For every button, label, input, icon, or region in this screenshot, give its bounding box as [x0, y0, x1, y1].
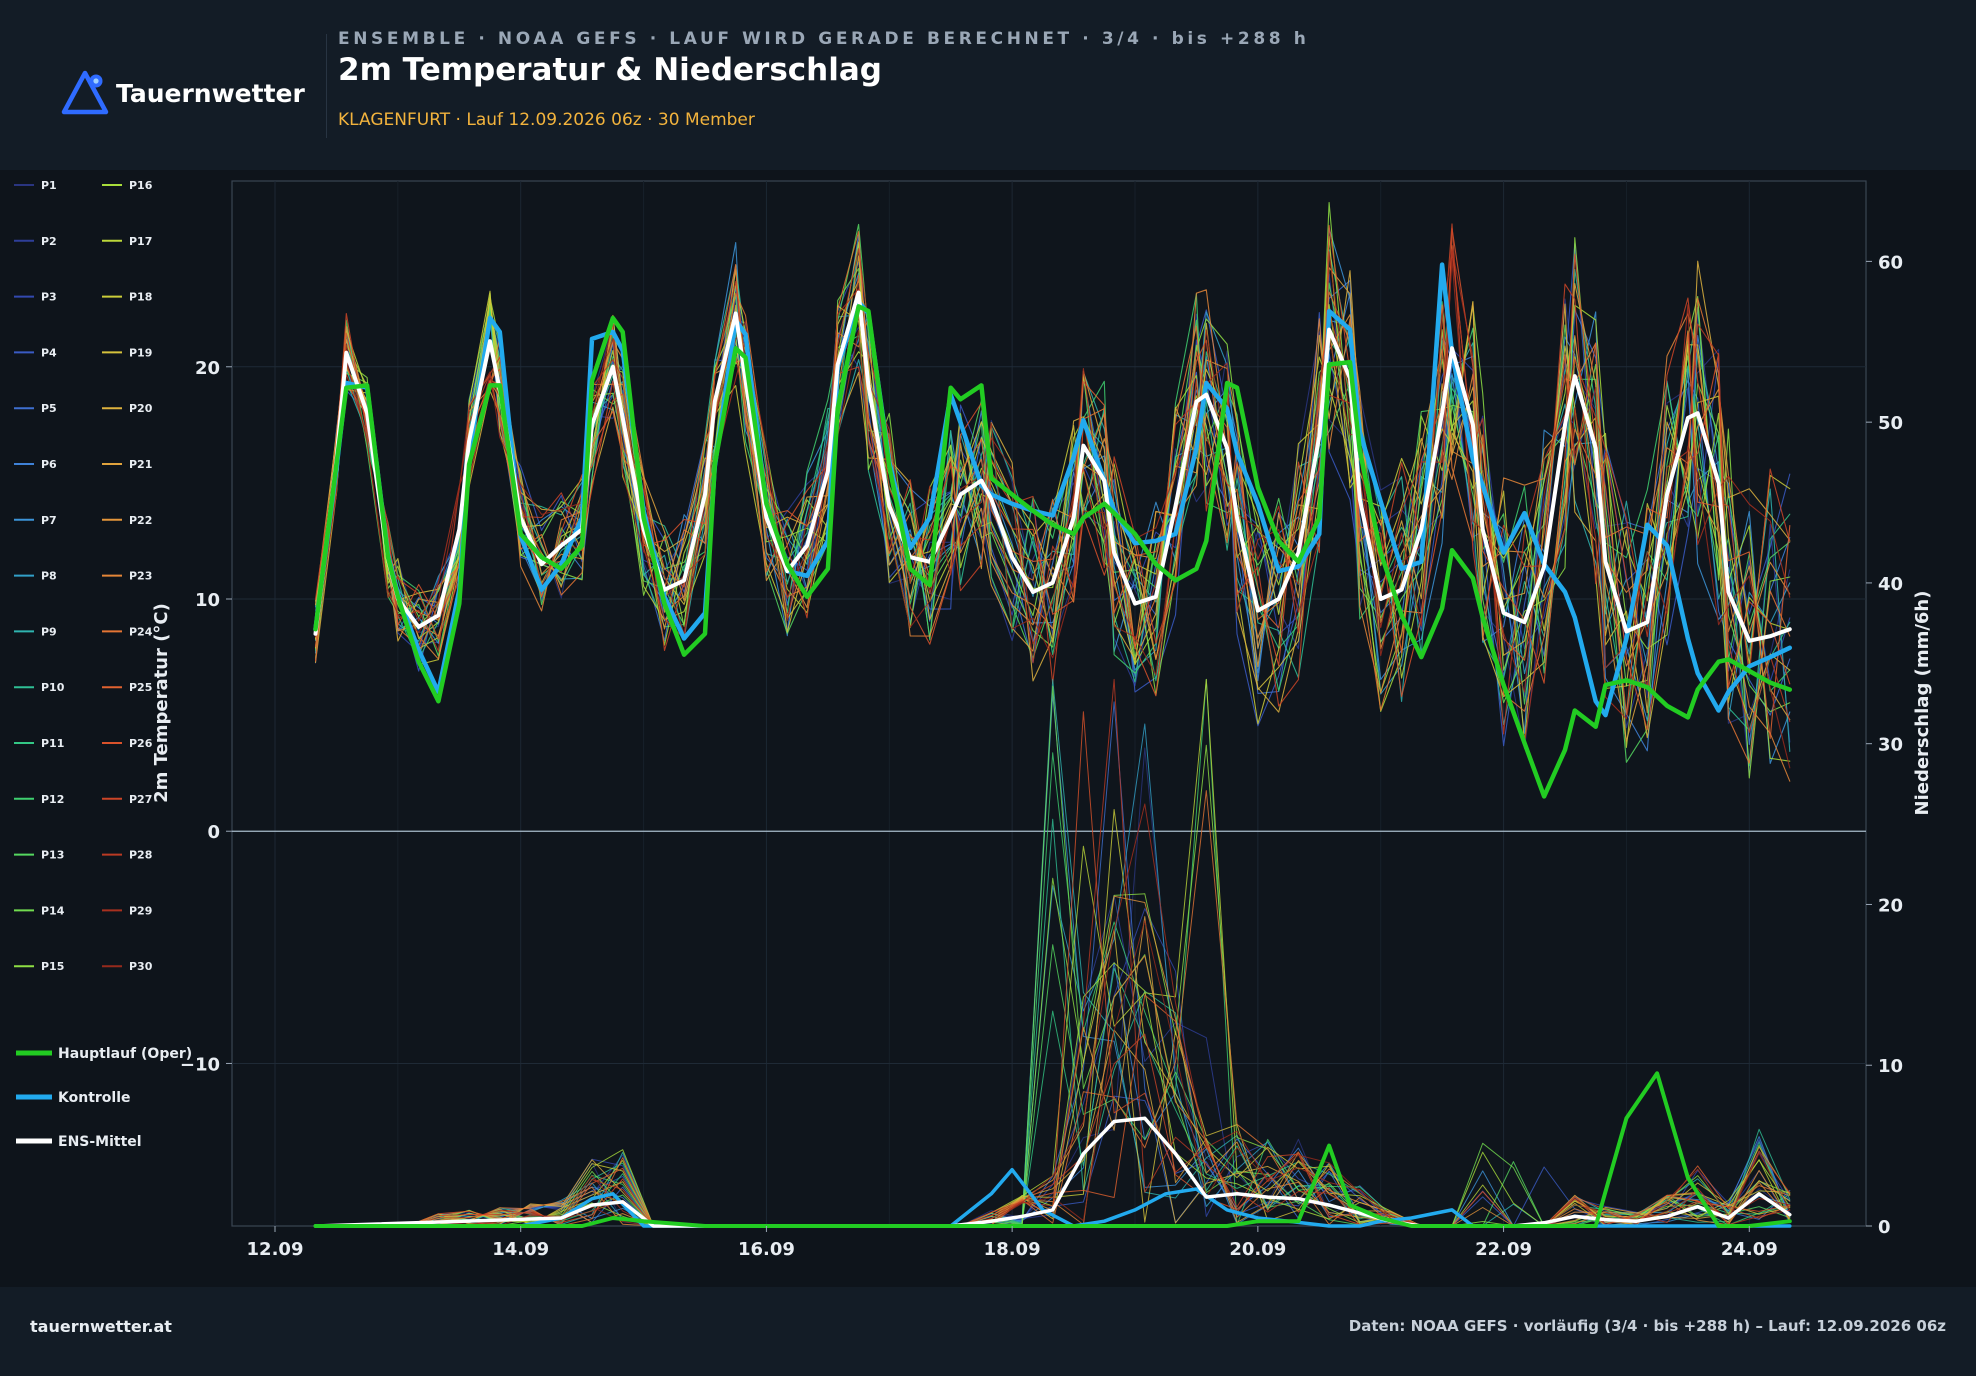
y-right-tick-label: 0	[1878, 1217, 1891, 1238]
legend-label-p12: P12	[41, 793, 64, 806]
legend-label-p26: P26	[129, 737, 153, 750]
member-temp-line-p8	[314, 311, 1791, 721]
legend-label-p2: P2	[41, 235, 57, 248]
legend-label-p15: P15	[41, 960, 64, 973]
run-status-kicker: ENSEMBLE · NOAA GEFS · LAUF WIRD GERADE …	[338, 29, 1310, 49]
legend-label-p1: P1	[41, 179, 57, 192]
oper-precip-line	[313, 1071, 1792, 1228]
legend-label-p21: P21	[129, 458, 152, 471]
mean-temp-line	[313, 290, 1792, 643]
y-right-tick-label: 30	[1878, 735, 1903, 756]
legend-label-p8: P8	[41, 570, 57, 583]
legend-label-p7: P7	[41, 514, 57, 527]
legend-label-mean: ENS-Mittel	[58, 1134, 142, 1150]
member-temp-line-p24	[314, 230, 1791, 764]
legend-label-p10: P10	[41, 681, 65, 694]
x-tick-label: 20.09	[1229, 1239, 1286, 1260]
legend-label-p17: P17	[129, 235, 152, 248]
x-tick-label: 24.09	[1721, 1239, 1778, 1260]
page-title: 2m Temperatur & Niederschlag	[338, 52, 882, 88]
header-divider	[326, 34, 327, 138]
legend-label-p6: P6	[41, 458, 57, 471]
legend-label-oper: Hauptlauf (Oper)	[58, 1046, 192, 1062]
x-tick-label: 22.09	[1475, 1239, 1532, 1260]
oper-temp-line	[313, 304, 1793, 799]
legend-label-p30: P30	[129, 960, 153, 973]
brand-name: Tauernwetter	[116, 78, 305, 108]
y-right-tick-label: 20	[1878, 895, 1903, 916]
legend-label-p29: P29	[129, 904, 152, 917]
x-tick-label: 12.09	[247, 1239, 304, 1260]
mountain-icon	[61, 70, 109, 115]
footer-source: Daten: NOAA GEFS · vorläufig (3/4 · bis …	[1348, 1317, 1946, 1335]
legend-label-p28: P28	[129, 849, 152, 862]
legend-label-p23: P23	[129, 570, 152, 583]
brand-logo[interactable]: Tauernwetter	[60, 68, 305, 118]
legend-label-p13: P13	[41, 849, 64, 862]
legend-label-p24: P24	[129, 625, 153, 638]
member-temp-line-p29	[314, 248, 1791, 744]
legend-label-p14: P14	[41, 904, 65, 917]
location-subtitle: KLAGENFURT · Lauf 12.09.2026 06z · 30 Me…	[338, 110, 755, 130]
legend-label-p16: P16	[129, 179, 153, 192]
member-temp-line-p16	[314, 296, 1791, 762]
y-left-tick-label: 0	[207, 822, 220, 843]
legend-label-p18: P18	[129, 291, 152, 304]
y-left-tick-label: 20	[195, 358, 220, 379]
y-right-tick-label: 60	[1878, 252, 1903, 273]
legend-label-p4: P4	[41, 346, 57, 359]
member-temp-line-p28	[314, 248, 1791, 735]
member-temp-line-p21	[314, 255, 1791, 742]
member-temp-line-p26	[314, 224, 1791, 731]
member-temp-line-p17	[314, 241, 1791, 748]
legend-label-p9: P9	[41, 625, 57, 638]
legend-label-p3: P3	[41, 291, 57, 304]
legend-label-p11: P11	[41, 737, 64, 750]
footer-site[interactable]: tauernwetter.at	[30, 1317, 172, 1336]
y-right-tick-label: 50	[1878, 413, 1903, 434]
y-left-tick-label: −10	[180, 1054, 220, 1075]
legend-label-p5: P5	[41, 402, 57, 415]
footer-bar: tauernwetter.at Daten: NOAA GEFS · vorlä…	[0, 1287, 1976, 1376]
member-temp-line-p30	[314, 258, 1791, 769]
y-right-axis-label: Niederschlag (mm/6h)	[1912, 591, 1933, 816]
member-temp-line-p22	[314, 297, 1791, 667]
y-left-axis-label: 2m Temperatur (°C)	[151, 603, 172, 803]
legend-label-p20: P20	[129, 402, 153, 415]
member-temp-line-p23	[314, 289, 1791, 782]
legend-label-p27: P27	[129, 793, 152, 806]
member-temp-line-p15	[314, 201, 1791, 779]
y-left-tick-label: 10	[195, 590, 220, 611]
legend-label-p19: P19	[129, 346, 152, 359]
member-temp-line-p3	[314, 261, 1791, 683]
x-tick-label: 18.09	[984, 1239, 1041, 1260]
x-tick-label: 14.09	[492, 1239, 549, 1260]
legend-label-p25: P25	[129, 681, 152, 694]
y-right-tick-label: 10	[1878, 1056, 1903, 1077]
legend-label-p22: P22	[129, 514, 152, 527]
x-tick-label: 16.09	[738, 1239, 795, 1260]
header-bar: Tauernwetter ENSEMBLE · NOAA GEFS · LAUF…	[0, 0, 1976, 170]
y-right-tick-label: 40	[1878, 574, 1903, 595]
legend-label-control: Kontrolle	[58, 1090, 131, 1106]
